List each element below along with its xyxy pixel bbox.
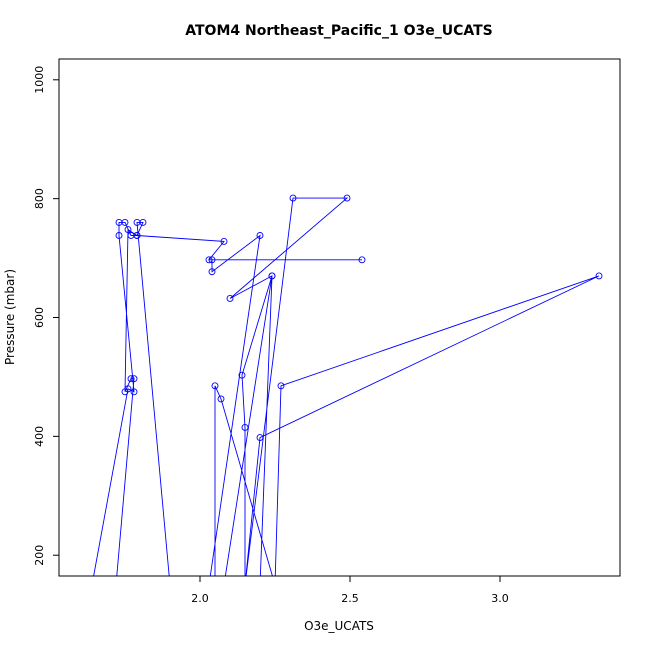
data-point — [358, 256, 366, 264]
data-point — [208, 268, 216, 276]
series-layer — [89, 194, 603, 588]
data-point — [343, 194, 351, 202]
data-point — [268, 272, 276, 280]
data-point — [242, 582, 248, 588]
data-point — [121, 388, 129, 396]
plot-frame — [58, 58, 621, 577]
data-point — [139, 218, 147, 226]
data-point — [127, 375, 135, 383]
data-point — [595, 272, 603, 280]
data-point — [220, 237, 228, 245]
data-point — [256, 232, 264, 239]
y-tick-label: 800 — [33, 188, 46, 209]
data-point — [226, 295, 234, 302]
data-point — [238, 371, 246, 379]
data-point — [289, 194, 297, 202]
data-point — [272, 582, 278, 588]
data-point — [212, 582, 218, 588]
data-point — [113, 582, 119, 588]
data-point — [133, 232, 141, 239]
data-point — [277, 382, 285, 390]
data-point — [256, 434, 264, 441]
x-tick-label: 2.5 — [341, 592, 359, 605]
data-point — [208, 256, 216, 264]
data-point — [205, 256, 213, 264]
data-point — [130, 375, 138, 383]
x-tick-label: 3.0 — [491, 592, 509, 605]
data-point — [242, 582, 248, 588]
data-point — [89, 582, 95, 588]
y-tick-label: 200 — [33, 545, 46, 566]
y-tick-label: 600 — [33, 307, 46, 328]
data-point — [167, 582, 173, 588]
data-point — [130, 388, 138, 396]
x-axis-label: O3e_UCATS — [304, 619, 374, 633]
data-point — [121, 218, 129, 226]
y-axis: 200 400 600 800 1000 — [33, 66, 59, 566]
x-tick-label: 2.0 — [191, 592, 209, 605]
data-point — [211, 382, 219, 390]
data-point — [217, 395, 225, 403]
data-point — [221, 582, 227, 588]
data-point — [241, 423, 249, 431]
x-axis: 2.0 2.5 3.0 — [191, 576, 509, 605]
data-point — [257, 582, 263, 588]
series-line — [93, 197, 600, 576]
y-axis-label: Pressure (mbar) — [3, 269, 17, 365]
data-point — [206, 582, 212, 588]
chart-title: ATOM4 Northeast_Pacific_1 O3e_UCATS — [185, 23, 493, 39]
data-point — [115, 232, 123, 239]
data-point — [124, 226, 132, 234]
y-tick-label: 1000 — [33, 66, 46, 94]
y-tick-label: 400 — [33, 426, 46, 447]
